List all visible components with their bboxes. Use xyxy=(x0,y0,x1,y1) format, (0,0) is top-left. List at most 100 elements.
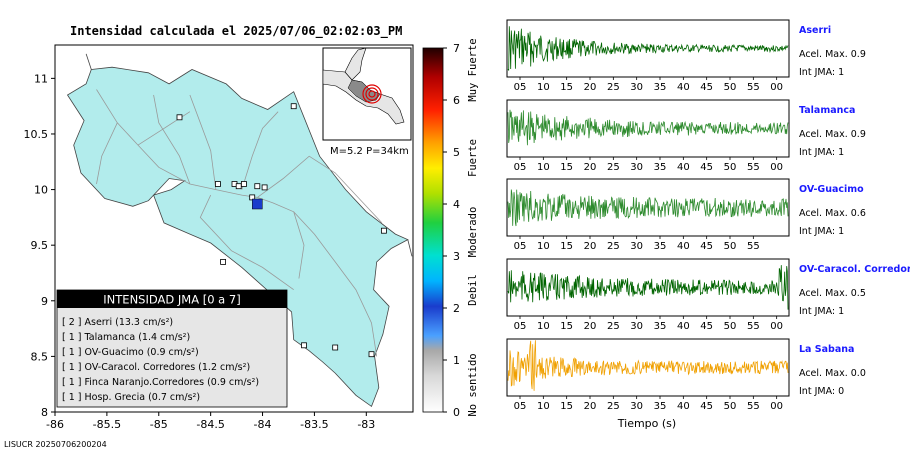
longitude-ticks: -86 -85.5 -85 -84.5 -84 -83.5 -83 xyxy=(46,412,375,431)
station-marker xyxy=(240,181,247,187)
time-tick-label: 50 xyxy=(724,82,737,93)
time-tick-label: 00 xyxy=(770,321,783,332)
colorbar-tick-label: 2 xyxy=(453,302,460,315)
time-tick-label: 15 xyxy=(560,401,573,412)
station-marker xyxy=(214,181,221,187)
time-tick-label: 10 xyxy=(537,401,550,412)
lat-tick-label: 10 xyxy=(34,184,48,197)
road-line xyxy=(241,111,279,190)
station-name: Talamanca xyxy=(799,105,855,116)
station-marker xyxy=(235,183,242,190)
intensity-map: -86 -85.5 -85 -84.5 -84 -83.5 -83 11 10.5 10 9.5 9… xyxy=(24,44,414,431)
time-tick-label: 35 xyxy=(654,401,667,412)
road-network xyxy=(96,89,383,357)
time-tick-label: 55 xyxy=(747,82,760,93)
seismogram-panels: 05 10 15 20 25 30 35 40 45 50 55 00 Aserri Acel. Max.… xyxy=(506,19,910,412)
road-line xyxy=(96,89,258,198)
time-tick-label: 15 xyxy=(560,321,573,332)
inset-label: M=5.2 P=34km xyxy=(330,146,409,157)
border-east xyxy=(407,239,413,257)
time-tick-label: 35 xyxy=(654,82,667,93)
time-tick-label: 30 xyxy=(630,401,643,412)
time-tick-label: 50 xyxy=(724,162,737,173)
inset-epicenter-ring-middle xyxy=(365,87,379,101)
time-tick-label: 00 xyxy=(770,162,783,173)
station-markers xyxy=(176,103,387,358)
colorbar-tick-label: 5 xyxy=(453,146,460,159)
time-tick-label: 25 xyxy=(607,82,620,93)
page-title: Intensidad calculada el 2025/07/06_02:02… xyxy=(70,24,402,39)
time-tick-label: 20 xyxy=(584,162,597,173)
lat-tick-label: 10.5 xyxy=(24,128,49,141)
time-tick-label: 30 xyxy=(630,241,643,252)
station-marker xyxy=(380,227,387,234)
time-tick-label: 40 xyxy=(677,82,690,93)
colorbar-ticks: 0 1 2 3 4 5 6 7 xyxy=(443,42,460,419)
seismogram-trace xyxy=(507,265,789,310)
x-axis-label: Tiempo (s) xyxy=(617,417,676,430)
lon-tick-label: -83.5 xyxy=(300,418,328,431)
station-marker xyxy=(290,103,297,110)
colorbar-label: Moderado xyxy=(467,207,479,258)
time-tick-label: 40 xyxy=(677,241,690,252)
time-tick-label: 25 xyxy=(607,321,620,332)
colorbar-tick-label: 0 xyxy=(453,406,460,419)
inset-epicenter-ring-inner xyxy=(368,90,376,98)
time-tick-label: 45 xyxy=(700,82,713,93)
colorbar-label: No sentido xyxy=(467,353,479,416)
station-name: OV-Guacimo xyxy=(799,184,864,195)
lat-tick-label: 8 xyxy=(41,406,48,419)
time-tick-label: 55 xyxy=(747,321,760,332)
time-tick-label: 10 xyxy=(537,241,550,252)
seismogram-trace xyxy=(507,26,789,71)
station-name: La Sabana xyxy=(799,344,854,355)
time-tick-label: 55 xyxy=(747,241,760,252)
jma-intensity: Int JMA: 1 xyxy=(799,147,844,158)
lat-tick-label: 11 xyxy=(34,72,48,85)
legend-box xyxy=(56,289,288,408)
time-tick-label: 05 xyxy=(514,162,527,173)
time-tick-label: 15 xyxy=(560,241,573,252)
road-line xyxy=(199,194,294,291)
time-tick-label: 45 xyxy=(700,241,713,252)
colorbar-label: Fuerte xyxy=(467,139,479,177)
time-tick-label: 20 xyxy=(584,241,597,252)
seismogram-trace xyxy=(507,340,789,391)
time-tick-label: 55 xyxy=(747,162,760,173)
station-marker xyxy=(368,351,375,358)
legend-item: [ 1 ] Finca Naranjo.Corredores (0.9 cm/s… xyxy=(62,377,259,388)
time-tick-label: 10 xyxy=(537,82,550,93)
max-acceleration: Acel. Max. 0.6 xyxy=(799,208,866,219)
legend-item: [ 1 ] OV-Caracol. Corredores (1.2 cm/s²) xyxy=(62,362,250,373)
time-tick-label: 40 xyxy=(677,162,690,173)
colorbar-label: Muy Fuerte xyxy=(467,38,479,101)
time-tick-label: 55 xyxy=(747,401,760,412)
seismogram-trace xyxy=(507,109,789,146)
lat-tick-label: 8.5 xyxy=(31,350,49,363)
road-line xyxy=(153,94,191,185)
costa-rica-outline xyxy=(66,66,409,408)
jma-intensity: Int JMA: 1 xyxy=(799,306,844,317)
lat-tick-label: 9 xyxy=(41,295,48,308)
inset-land-north xyxy=(344,47,367,81)
legend-items: [ 2 ] Aserri (13.3 cm/s²) [ 1 ] Talamanca… xyxy=(62,317,259,403)
jma-intensity: Int JMA: 1 xyxy=(799,67,844,78)
lon-tick-label: -83 xyxy=(357,418,375,431)
road-line xyxy=(96,122,118,185)
colorbar-tick-label: 6 xyxy=(453,94,460,107)
lon-tick-label: -84.5 xyxy=(196,418,224,431)
colorbar-labels: No sentido Debil Moderado Fuerte Muy Fuerte xyxy=(467,38,479,416)
time-tick-label: 35 xyxy=(654,162,667,173)
time-tick-label: 20 xyxy=(584,401,597,412)
costa-rica-land xyxy=(66,53,413,408)
time-tick-label: 00 xyxy=(770,401,783,412)
time-tick-label: 35 xyxy=(654,321,667,332)
station-name: Aserri xyxy=(799,25,831,36)
time-tick-label: 25 xyxy=(607,241,620,252)
legend-item: [ 1 ] Hosp. Grecia (0.7 cm/s²) xyxy=(62,392,200,403)
time-tick-label: 05 xyxy=(514,401,527,412)
legend-item: [ 1 ] OV-Guacimo (0.9 cm/s²) xyxy=(62,347,199,358)
time-tick-label: 25 xyxy=(607,162,620,173)
road-line xyxy=(293,211,305,279)
